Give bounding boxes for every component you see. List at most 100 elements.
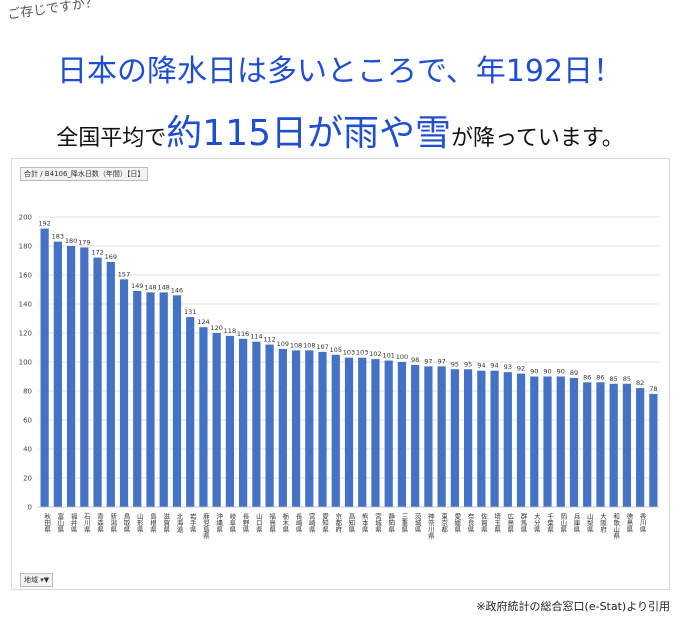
bar (397, 362, 407, 507)
x-tick-label: 奈良県 (466, 512, 474, 534)
headline-average: 全国平均で約115日が雨や雪が降っています。 (0, 104, 680, 156)
bar (278, 348, 287, 507)
headline-average-highlight: 約115日が雨や雪 (166, 113, 452, 154)
bar (464, 369, 473, 507)
bar (318, 351, 327, 507)
bar (239, 338, 248, 507)
bar (265, 344, 274, 507)
y-tick-label: 120 (19, 330, 32, 338)
data-label: 107 (316, 343, 328, 351)
bar (649, 393, 658, 507)
y-tick-label: 160 (19, 272, 32, 280)
x-tick-label: 香川県 (638, 512, 646, 534)
y-tick-label: 40 (23, 446, 32, 454)
x-tick-label: 沖縄県 (215, 512, 223, 534)
x-tick-label: 京都府 (334, 512, 342, 534)
data-label: 95 (464, 360, 472, 368)
x-tick-label: 三重県 (400, 513, 408, 534)
x-tick-label: 静岡県 (387, 512, 395, 534)
x-tick-label: 宮城県 (373, 512, 381, 534)
data-label: 118 (224, 327, 236, 335)
bar (106, 261, 115, 507)
bar (622, 383, 632, 507)
x-tick-label: 石川県 (82, 513, 90, 534)
headline-average-suffix: が降っています。 (451, 126, 624, 151)
bar (172, 295, 182, 507)
bar (186, 317, 195, 507)
x-tick-label: 愛媛県 (453, 512, 461, 534)
bar (119, 279, 129, 507)
bar (133, 290, 142, 507)
data-label: 108 (290, 341, 302, 349)
data-label: 100 (396, 353, 408, 361)
bar (252, 341, 261, 507)
bar (199, 327, 208, 507)
data-label: 148 (158, 283, 170, 291)
bar (212, 333, 221, 507)
x-tick-label: 徳島県 (625, 512, 633, 534)
x-tick-label: 岡山県 (559, 513, 567, 534)
bar (146, 292, 155, 507)
x-tick-label: 和歌山県 (612, 512, 620, 541)
bar (66, 246, 76, 507)
chart-field-tag[interactable]: 合計 / B4106_降水日数（年間）【日】 (20, 167, 149, 181)
x-tick-label: 群馬県 (519, 512, 527, 534)
x-tick-label: 栃木県 (281, 512, 289, 534)
bar (291, 350, 301, 507)
x-tick-label: 広島県 (506, 512, 514, 534)
data-label: 108 (303, 341, 315, 349)
bar (477, 370, 486, 507)
data-label: 120 (210, 324, 222, 332)
bar (530, 376, 539, 507)
data-label: 124 (197, 318, 209, 326)
x-tick-label: 埼玉県 (493, 512, 501, 534)
data-label: 183 (52, 233, 64, 241)
bar (609, 383, 618, 507)
region-filter-button[interactable]: 地域 ▾▼ (20, 573, 54, 587)
x-tick-label: 鳥取県 (122, 512, 130, 534)
region-filter-label: 地域 (24, 576, 38, 584)
data-label: 112 (263, 336, 275, 344)
data-label: 89 (570, 369, 578, 377)
data-label: 98 (411, 356, 419, 364)
subtitle-question: ご存じですか？ (6, 0, 99, 23)
x-tick-label: 長崎県 (294, 513, 302, 534)
x-tick-label: 大阪府 (598, 512, 606, 534)
x-tick-label: 岐阜県 (228, 512, 236, 534)
y-tick-label: 200 (19, 214, 32, 222)
data-label: 146 (171, 286, 183, 294)
y-tick-label: 20 (23, 475, 32, 483)
x-tick-label: 滋賀県 (162, 512, 170, 534)
bar (543, 376, 552, 507)
x-tick-label: 佐賀県 (479, 512, 487, 534)
data-label: 93 (504, 363, 512, 371)
x-tick-label: 福島県 (268, 512, 276, 534)
bar (636, 388, 645, 507)
x-tick-label: 鹿児島県 (201, 512, 209, 541)
chart-frame: 合計 / B4106_降水日数（年間）【日】 0 20 40 60 80 100 120 14… (11, 158, 670, 590)
source-note: ※政府統計の総合窓口(e-Stat)より引用 (476, 600, 670, 613)
data-label: 82 (636, 379, 644, 387)
data-label: 90 (543, 368, 551, 376)
data-label: 90 (530, 368, 538, 376)
data-label: 97 (437, 357, 445, 365)
x-tick-label: 宮崎県 (307, 512, 315, 534)
data-label: 103 (356, 349, 368, 357)
bar (384, 360, 393, 507)
data-label: 101 (382, 352, 394, 360)
x-tick-label: 富山県 (56, 512, 64, 534)
bar (331, 354, 340, 507)
data-label: 114 (250, 333, 262, 341)
x-tick-label: 山口県 (254, 512, 262, 534)
x-tick-label: 山梨県 (585, 512, 593, 534)
data-label: 131 (184, 308, 196, 316)
data-label: 157 (118, 270, 130, 278)
bar (344, 357, 354, 507)
bar-chart: 0 20 40 60 80 100 120 140 160 180 200 192 秋田県 183 富山県 1… (19, 214, 660, 541)
data-label: 85 (623, 375, 631, 383)
bar (583, 382, 592, 507)
x-tick-label: 熊本県 (360, 512, 368, 534)
x-tick-label: 千葉県 (546, 512, 554, 534)
x-tick-label: 大分県 (532, 512, 540, 534)
bar (159, 292, 168, 507)
